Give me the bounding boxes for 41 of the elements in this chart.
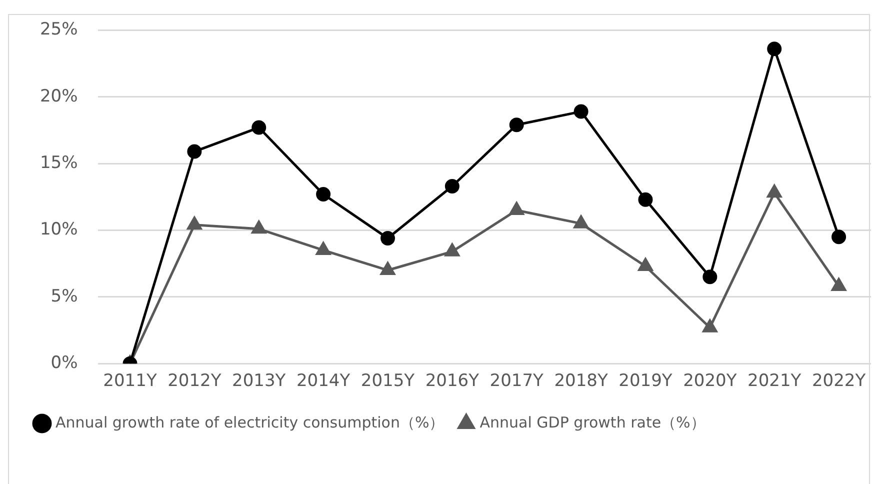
x-tick-label: 2017Y (490, 371, 544, 392)
point (316, 242, 331, 255)
point (252, 220, 266, 234)
x-tick-label: 2016Y (425, 371, 480, 392)
x-tick-label: 2013Y (232, 371, 286, 392)
x-tick-label: 2011Y (103, 371, 158, 392)
point (767, 42, 782, 56)
x-tick-label: 2012Y (168, 371, 222, 392)
x-tick-label: 2015Y (360, 371, 416, 392)
point (509, 202, 524, 215)
point (380, 262, 396, 275)
x-tick-label: 2019Y (618, 371, 673, 392)
point (832, 230, 846, 244)
y-tick-label: 20% (40, 86, 78, 106)
point (638, 192, 653, 207)
point (638, 258, 653, 271)
point (574, 104, 588, 119)
point (574, 215, 588, 228)
point (187, 216, 202, 230)
point (252, 120, 266, 135)
point (444, 178, 460, 194)
point (316, 186, 331, 202)
x-tick-label: 2022Y (812, 371, 866, 392)
y-tick-label: 15% (40, 152, 78, 173)
legend-label: Annual growth rate of electricity consumption（%） (56, 413, 444, 432)
legend-label: Annual GDP growth rate（%） (480, 413, 706, 432)
point (380, 230, 395, 246)
point (767, 184, 782, 198)
point (187, 144, 202, 159)
y-tick-label: 5% (50, 286, 78, 306)
x-tick-label: 2018Y (554, 371, 608, 392)
point (444, 243, 460, 256)
point (509, 118, 524, 132)
point (831, 278, 846, 291)
x-tick-label: 2020Y (683, 371, 738, 392)
y-tick-label: 25% (40, 20, 78, 40)
point (702, 319, 718, 332)
x-tick-label: 2014Y (296, 371, 351, 392)
y-tick-label: 10% (40, 220, 78, 240)
y-tick-label: 0% (50, 353, 78, 374)
x-tick-label: 2021Y (748, 371, 802, 392)
